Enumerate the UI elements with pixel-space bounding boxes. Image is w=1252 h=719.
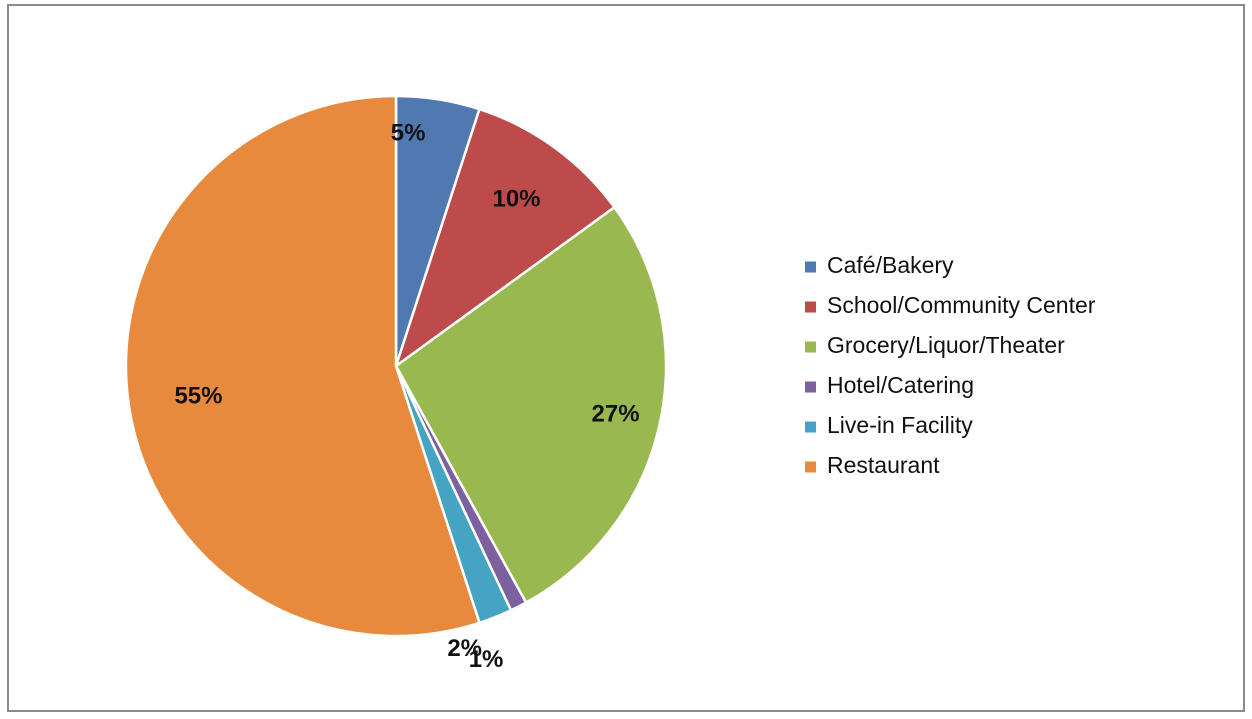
legend-label-hotel-catering: Hotel/Catering [827,372,974,398]
legend-swatch-live-in-facility [805,421,816,433]
legend-swatch-restaurant [805,461,816,473]
pie-slice-grocery-liquor-theater [394,206,668,604]
data-label-school-community-center: 10% [492,185,540,212]
data-label-caf-bakery: 5% [391,120,426,147]
legend-item-school-community-center: School/Community Center [805,292,1096,318]
legend-label-live-in-facility: Live-in Facility [827,412,973,438]
legend-item-hotel-catering: Hotel/Catering [805,372,974,398]
legend-label-school-community-center: School/Community Center [827,292,1096,318]
legend-item-grocery-liquor-theater: Grocery/Liquor/Theater [805,332,1065,358]
legend-item-caf-bakery: Café/Bakery [805,252,954,278]
legend-swatch-grocery-liquor-theater [805,341,816,353]
legend-swatch-hotel-catering [805,381,816,393]
pie-slice-restaurant [124,94,481,638]
legend-swatch-caf-bakery [805,261,816,273]
legend-item-restaurant: Restaurant [805,452,940,478]
legend-label-grocery-liquor-theater: Grocery/Liquor/Theater [827,332,1065,358]
legend-swatch-school-community-center [805,301,816,313]
pie-slices [124,94,668,638]
data-label-hotel-catering: 1% [469,646,504,673]
pie-slice-school-community-center [394,107,616,368]
legend: Café/Bakery School/Community Center Grocer… [805,252,1096,478]
data-label-grocery-liquor-theater: 27% [592,400,640,427]
legend-label-caf-bakery: Café/Bakery [827,252,954,278]
data-label-restaurant: 55% [174,383,222,410]
legend-label-restaurant: Restaurant [827,452,940,478]
legend-item-live-in-facility: Live-in Facility [805,412,973,438]
data-label-live-in-facility: 2% [447,635,482,662]
data-labels: 5% 10% 27% 1%2% 55% [174,120,639,673]
